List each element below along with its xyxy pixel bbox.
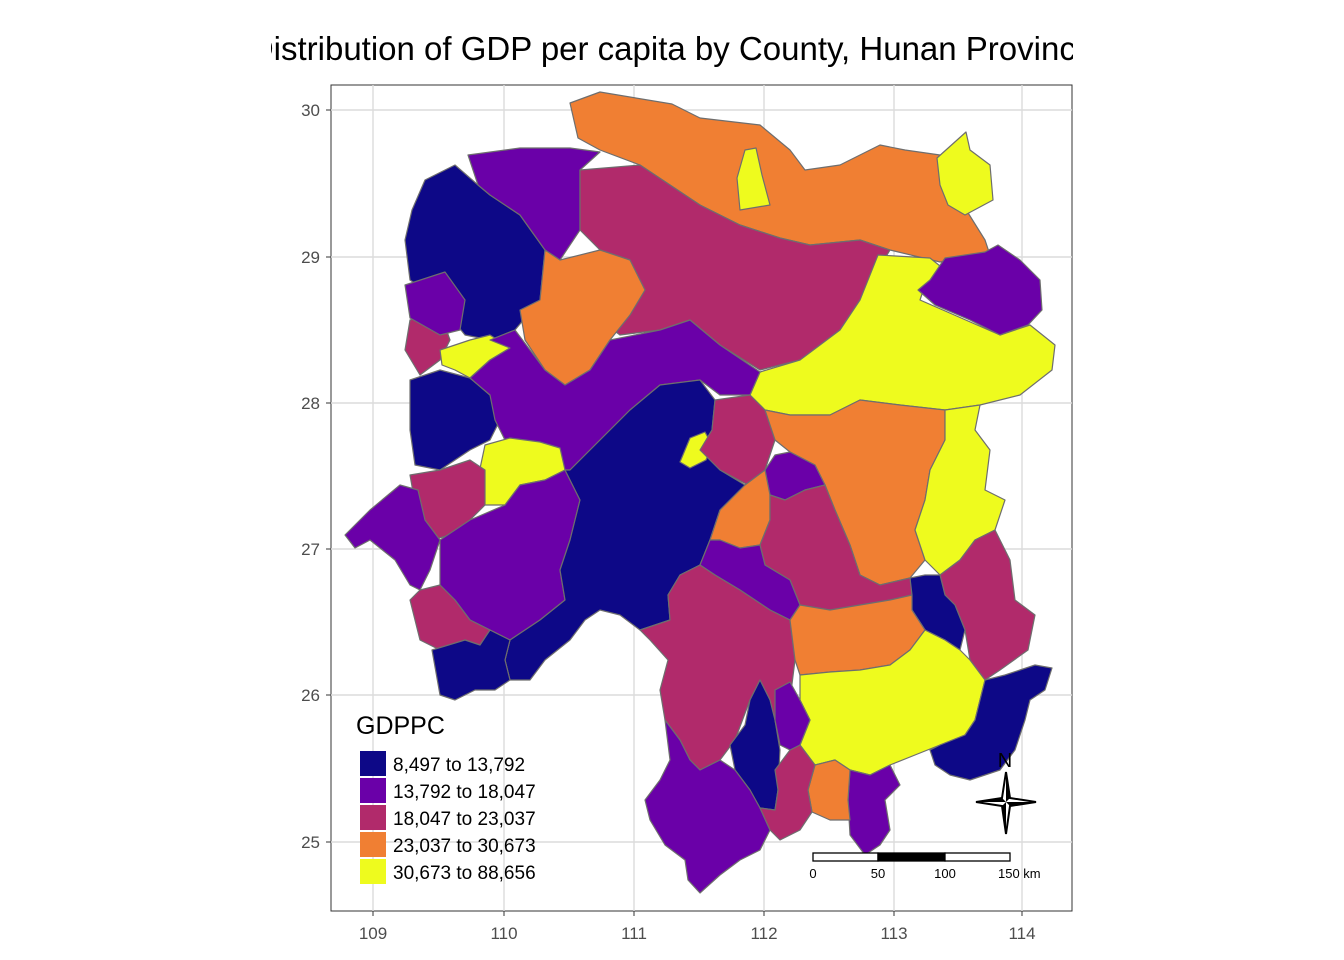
county-region-purple-near-strip: [774, 681, 811, 751]
scale-bar-label-150: 150 km: [998, 866, 1041, 881]
y-axis-tick-label-26: 26: [301, 686, 320, 705]
county-polygons: [344, 91, 1056, 894]
scale-bar-segment-1: [812, 852, 879, 862]
north-arrow-star-fill: [976, 772, 1036, 834]
y-axis-tick-label-28: 28: [301, 394, 320, 413]
legend-label-4: 23,037 to 30,673: [393, 836, 536, 857]
county-region-southwest-navy: [431, 629, 511, 701]
county-region-southeast-navy: [929, 664, 1053, 781]
scale-bar: 0 50 100 150 km: [809, 852, 1041, 881]
legend-label-2: 13,792 to 18,047: [393, 782, 536, 803]
county-region-northeast-purple: [917, 244, 1043, 336]
county-region-north-purple: [467, 147, 601, 261]
y-axis-tick-label-27: 27: [301, 540, 320, 559]
y-axis-tick-label-29: 29: [301, 248, 320, 267]
north-arrow-label: N: [998, 750, 1012, 772]
x-axis-tick-label-113: 113: [880, 924, 907, 943]
county-region-far-west-purple: [344, 484, 441, 591]
x-axis-tick-label-111: 111: [621, 924, 647, 943]
scale-bar-label-50: 50: [871, 866, 885, 881]
x-axis-tick-label-112: 112: [750, 924, 777, 943]
county-region-west-purple-small: [404, 271, 466, 336]
legend-label-5: 30,673 to 88,656: [393, 863, 536, 884]
legend-swatch-5: [360, 859, 386, 884]
scale-bar-segment-2: [877, 852, 946, 862]
county-region-northeast-yellow: [936, 131, 994, 216]
x-axis-tick-label-109: 109: [359, 924, 387, 943]
y-axis: 30 29 28 27 26 25: [301, 101, 331, 852]
county-region-west-navy: [409, 369, 501, 471]
county-region-south-purple-east: [847, 764, 901, 856]
title-clip: Distribution of GDP per capita by County…: [271, 20, 1073, 80]
x-axis: 109 110 111 112 113 114: [359, 911, 1036, 943]
county-region-central-yellow-small: [679, 431, 713, 469]
legend-swatch-1: [360, 751, 386, 776]
scale-bar-label-100: 100: [934, 866, 956, 881]
county-region-south-magenta: [639, 564, 796, 771]
north-arrow: N: [975, 750, 1037, 835]
legend-swatch-3: [360, 805, 386, 830]
map-title: Distribution of GDP per capita by County…: [271, 30, 1073, 67]
scale-bar-label-0: 0: [809, 866, 816, 881]
legend: GDPPC 8,497 to 13,792 13,792 to 18,047 1…: [356, 712, 536, 884]
scale-bar-segment-3: [944, 852, 1011, 862]
county-region-yellow-small-north: [736, 147, 771, 211]
legend-swatch-4: [360, 832, 386, 857]
legend-swatch-2: [360, 778, 386, 803]
x-axis-tick-label-110: 110: [490, 924, 517, 943]
legend-label-3: 18,047 to 23,037: [393, 809, 536, 830]
legend-title: GDPPC: [356, 712, 445, 740]
y-axis-tick-label-30: 30: [301, 101, 320, 120]
x-axis-tick-label-114: 114: [1008, 924, 1035, 943]
y-axis-tick-label-25: 25: [301, 833, 320, 852]
legend-label-1: 8,497 to 13,792: [393, 755, 525, 776]
county-region-south-purple: [644, 719, 771, 894]
